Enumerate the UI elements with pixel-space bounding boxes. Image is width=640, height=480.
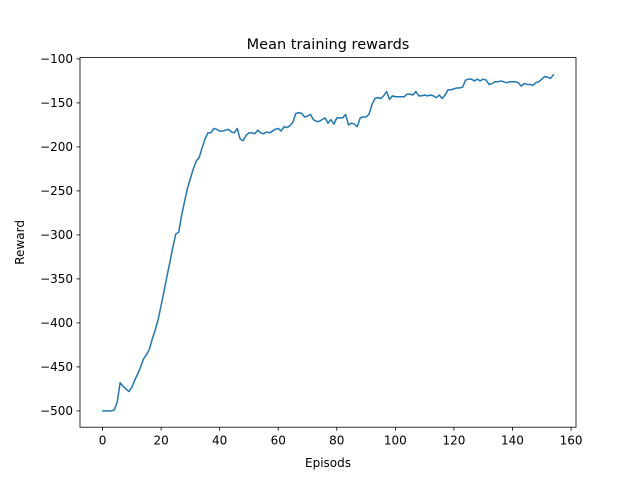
y-tick-label: −350: [40, 272, 73, 286]
y-axis-label: Reward: [13, 220, 27, 265]
y-tick-label: −500: [40, 404, 73, 418]
y-axis: −500 −450 −400 −350 −300 −250 −200 −150 −100: [40, 52, 80, 418]
y-tick-label: −400: [40, 316, 73, 330]
x-tick-label: 140: [501, 434, 524, 448]
y-tick-label: −150: [40, 96, 73, 110]
x-tick-label: 120: [442, 434, 465, 448]
chart-title: Mean training rewards: [247, 37, 410, 53]
x-axis-label: Episods: [305, 456, 351, 470]
x-tick-label: 60: [271, 434, 286, 448]
series-line: [101, 74, 555, 412]
x-tick-label: 80: [329, 434, 344, 448]
y-tick-label: −300: [40, 228, 73, 242]
x-tick-label: 40: [212, 434, 227, 448]
x-axis: 0 20 40 60 80 100 120 140 160: [99, 427, 583, 448]
y-tick-label: −450: [40, 360, 73, 374]
plot-frame: [79, 57, 577, 428]
x-tick-label: 160: [560, 434, 583, 448]
x-tick-label: 0: [99, 434, 107, 448]
x-tick-label: 100: [384, 434, 407, 448]
y-tick-label: −100: [40, 52, 73, 66]
y-tick-label: −200: [40, 140, 73, 154]
y-tick-label: −250: [40, 184, 73, 198]
x-tick-label: 20: [153, 434, 168, 448]
